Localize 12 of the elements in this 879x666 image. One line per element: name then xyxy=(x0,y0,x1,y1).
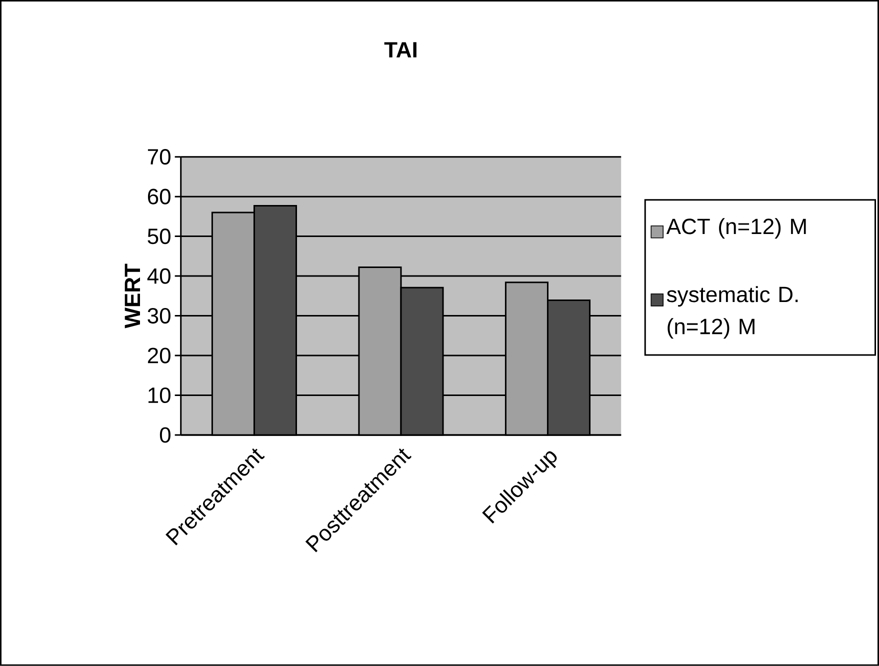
legend-label: systematic D. (n=12) M xyxy=(666,286,798,339)
y-tick-label: 20 xyxy=(148,348,170,364)
chart-title: TAI xyxy=(384,42,416,58)
y-axis-title: WERT xyxy=(124,264,140,328)
legend-label: ACT (n=12) M xyxy=(666,218,806,239)
y-tick-label: 0 xyxy=(160,427,170,443)
y-tick-label: 10 xyxy=(148,388,170,404)
y-tick-label: 40 xyxy=(147,268,170,284)
y-tick-label: 60 xyxy=(148,188,170,204)
y-tick-label: 70 xyxy=(148,149,170,165)
y-tick-label: 30 xyxy=(148,308,170,324)
y-tick-label: 50 xyxy=(148,228,170,244)
